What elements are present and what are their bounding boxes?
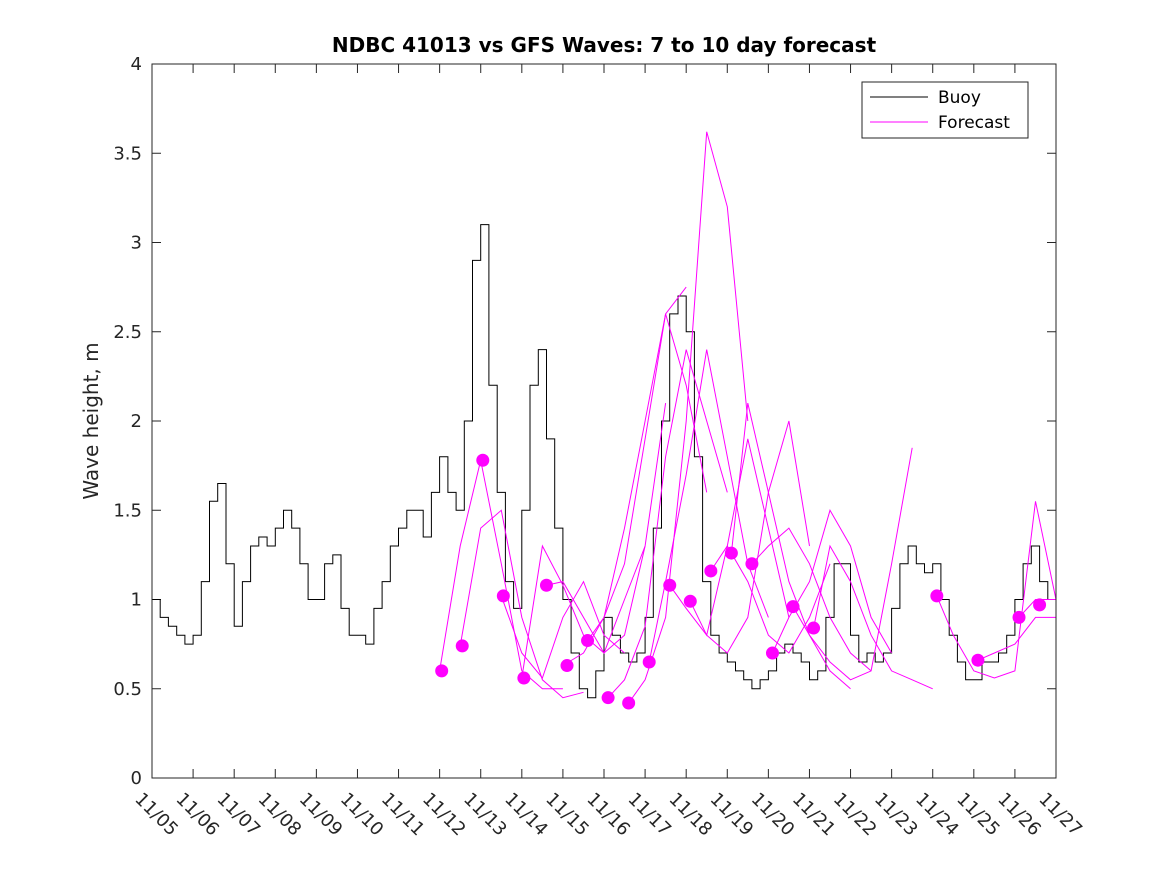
forecast-start-marker xyxy=(642,655,656,669)
y-tick-label: 2.5 xyxy=(113,322,142,343)
buoy-series-line xyxy=(152,224,1056,699)
forecast-start-marker xyxy=(807,621,821,635)
chart-title: NDBC 41013 vs GFS Waves: 7 to 10 day for… xyxy=(332,33,877,57)
forecast-start-marker xyxy=(496,589,510,603)
series-lines xyxy=(152,131,1057,704)
forecast-start-marker xyxy=(786,600,800,614)
forecast-series-line-3 xyxy=(500,580,625,680)
y-tick-label: 4 xyxy=(131,54,142,75)
forecast-start-marker xyxy=(581,634,595,648)
forecast-start-marker xyxy=(704,564,718,578)
forecast-series-line-14 xyxy=(730,402,851,690)
forecast-series-line-13 xyxy=(710,545,831,654)
forecast-start-marker xyxy=(683,594,697,608)
y-tick-label: 3 xyxy=(131,233,142,254)
y-tick-label: 1.5 xyxy=(113,500,142,521)
legend-forecast-label: Forecast xyxy=(938,113,1010,133)
forecast-series-line-2 xyxy=(459,509,584,699)
forecast-start-marker xyxy=(517,671,531,685)
forecast-series-line-21 xyxy=(1018,599,1056,618)
forecast-start-marker xyxy=(622,696,636,710)
forecast-start-marker xyxy=(476,453,490,467)
legend: Buoy Forecast xyxy=(861,81,1029,139)
forecast-start-marker xyxy=(1012,610,1026,624)
forecast-series-line-7 xyxy=(587,313,708,641)
axes-box xyxy=(151,63,1057,779)
forecast-markers xyxy=(435,453,1047,710)
forecast-start-marker xyxy=(435,664,449,678)
y-axis-label: Wave height, m xyxy=(79,342,103,499)
forecast-series-line-17 xyxy=(792,447,913,681)
y-tick-label: 1 xyxy=(131,590,142,611)
legend-buoy-label: Buoy xyxy=(938,88,981,108)
forecast-start-marker xyxy=(539,578,553,592)
y-tick-label: 2 xyxy=(131,411,142,432)
y-tick-label: 0 xyxy=(131,768,142,789)
forecast-series-line-16 xyxy=(772,509,893,654)
forecast-start-marker xyxy=(1033,598,1047,612)
forecast-series-line-15 xyxy=(751,527,872,672)
forecast-series-line-19 xyxy=(936,501,1057,679)
forecast-start-marker xyxy=(601,691,615,705)
legend-box xyxy=(861,81,1029,139)
forecast-series-line-1 xyxy=(439,460,563,690)
forecast-series-line-9 xyxy=(628,131,749,704)
forecast-series-line-12 xyxy=(689,420,810,654)
y-tick-label: 3.5 xyxy=(113,143,142,164)
forecast-start-marker xyxy=(765,646,779,660)
forecast-start-marker xyxy=(930,589,944,603)
forecast-start-marker xyxy=(560,659,574,673)
forecast-series-line-8 xyxy=(607,349,728,699)
forecast-start-marker xyxy=(724,546,738,560)
forecast-start-marker xyxy=(745,557,759,571)
forecast-start-marker xyxy=(663,578,677,592)
forecast-start-marker xyxy=(455,639,469,653)
forecast-series-line-18 xyxy=(813,544,933,690)
forecast-series-line-20 xyxy=(977,616,1056,661)
y-tick-label: 0.5 xyxy=(113,679,142,700)
forecast-start-marker xyxy=(971,653,985,667)
forecast-series-line-4 xyxy=(521,544,646,679)
forecast-series-line-5 xyxy=(546,403,667,654)
